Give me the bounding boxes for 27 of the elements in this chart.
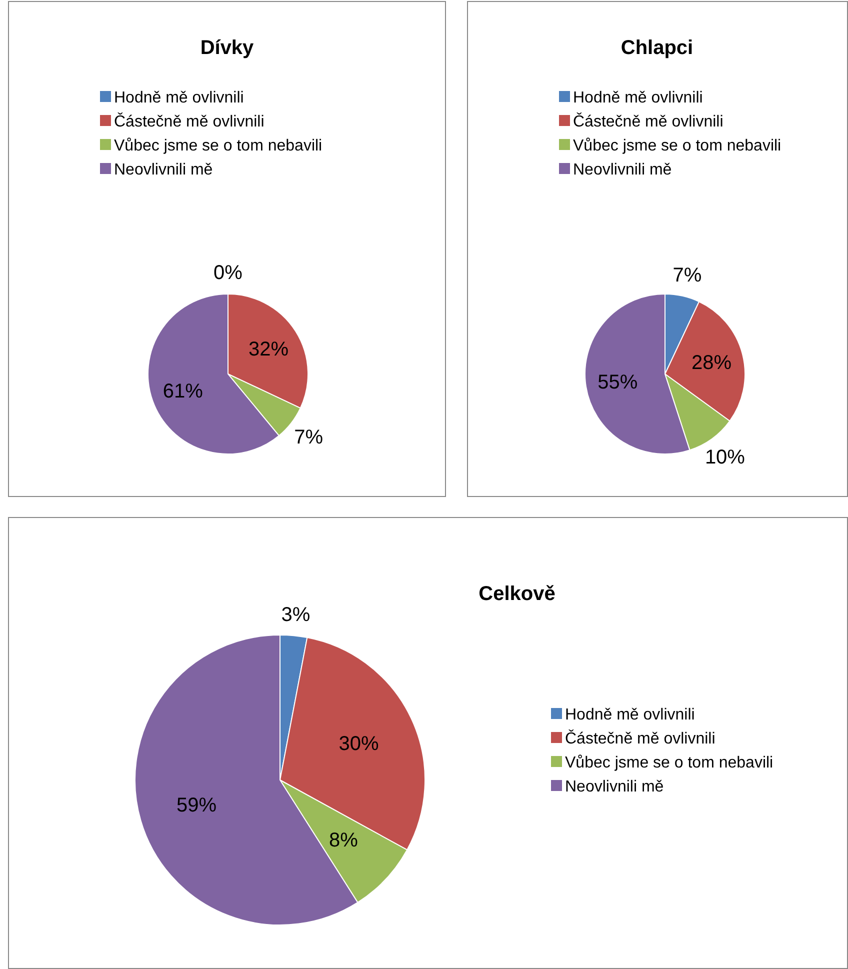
data-label: 3% bbox=[281, 604, 310, 626]
data-label: 30% bbox=[338, 732, 379, 755]
legend-label: Vůbec jsme se o tom nebavili bbox=[573, 138, 782, 155]
data-label: 55% bbox=[598, 372, 638, 394]
legend-label: Částečně mě ovlivnili bbox=[573, 112, 724, 131]
text: 0% bbox=[214, 262, 242, 284]
data-label: 8% bbox=[328, 830, 358, 852]
data-label: 10% bbox=[704, 446, 746, 469]
data-label: 59% bbox=[176, 794, 217, 816]
data-label: 61% bbox=[162, 380, 204, 402]
chart-title: Dívky bbox=[200, 37, 255, 59]
data-label: 7% bbox=[672, 264, 702, 286]
chart-title: Chlapci bbox=[620, 37, 694, 59]
legend-label: Hodně mě ovlivnili bbox=[565, 706, 695, 724]
legend-label: Vůbec jsme se o tom nebavili bbox=[114, 138, 322, 155]
data-label: 28% bbox=[691, 352, 732, 374]
legend-label: Částečně mě ovlivnili bbox=[114, 112, 264, 131]
chart-title: Celkově bbox=[478, 583, 556, 605]
legend-label: Neovlivnili mě bbox=[114, 162, 213, 179]
legend-label: Vůbec jsme se o tom nebavili bbox=[565, 754, 774, 772]
legend-label: Neovlivnili mě bbox=[565, 778, 664, 796]
legend-label: Neovlivnili mě bbox=[573, 162, 672, 179]
data-label: 7% bbox=[294, 426, 324, 449]
legend-label: Hodně mě ovlivnili bbox=[573, 90, 703, 107]
data-label: 32% bbox=[248, 338, 289, 360]
legend-label: Hodně mě ovlivnili bbox=[114, 90, 244, 107]
legend-label: Částečně mě ovlivnili bbox=[565, 730, 716, 748]
